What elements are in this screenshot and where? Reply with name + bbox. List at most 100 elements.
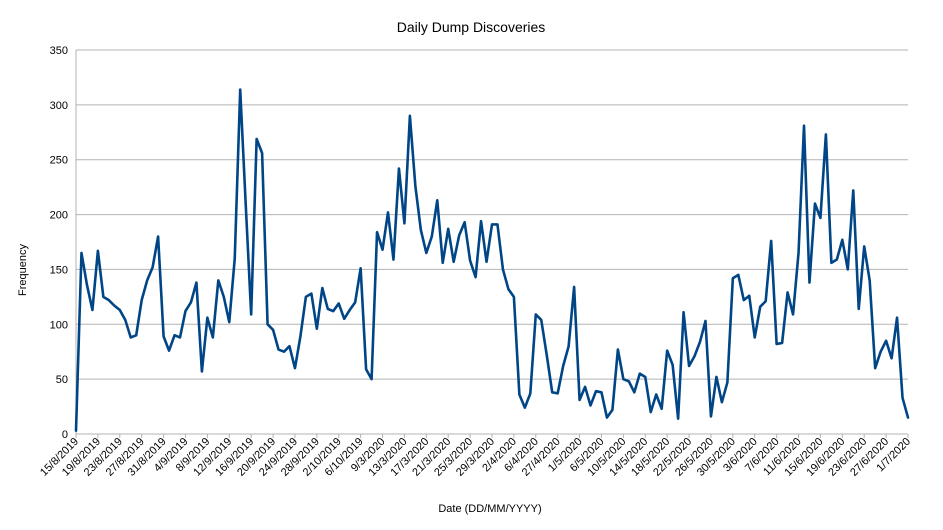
data-point <box>852 189 855 192</box>
data-point <box>124 319 127 322</box>
data-point <box>825 133 828 136</box>
data-point <box>272 328 275 331</box>
y-tick-label: 0 <box>62 429 68 441</box>
data-point <box>463 221 466 224</box>
data-point <box>294 367 297 370</box>
data-point <box>786 291 789 294</box>
data-point <box>190 301 193 304</box>
data-point <box>135 334 138 337</box>
data-point <box>162 335 165 338</box>
data-point <box>496 223 499 226</box>
data-point <box>836 258 839 261</box>
data-point <box>299 335 302 338</box>
data-point <box>611 409 614 412</box>
data-point <box>688 365 691 368</box>
data-point <box>348 309 351 312</box>
x-axis-title: Date (DD/MM/YYYY) <box>438 503 541 515</box>
data-point <box>879 350 882 353</box>
data-point <box>485 260 488 263</box>
y-tick-label: 200 <box>50 210 68 222</box>
data-point <box>108 299 111 302</box>
data-point <box>808 281 811 284</box>
data-point <box>901 396 904 399</box>
data-point <box>742 299 745 302</box>
axes <box>75 50 909 438</box>
data-point <box>759 305 762 308</box>
data-point <box>710 415 713 418</box>
data-point <box>562 365 565 368</box>
data-point <box>398 167 401 170</box>
data-point <box>502 268 505 271</box>
data-point <box>184 310 187 313</box>
data-point <box>217 279 220 282</box>
data-point <box>540 319 543 322</box>
data-point <box>753 336 756 339</box>
data-point <box>682 311 685 314</box>
data-point <box>381 248 384 251</box>
data-point <box>803 124 806 127</box>
data-point <box>387 211 390 214</box>
data-point <box>857 308 860 311</box>
data-point <box>86 283 89 286</box>
data-point <box>491 223 494 226</box>
data-point <box>841 239 844 242</box>
data-point <box>474 276 477 279</box>
data-point <box>266 323 269 326</box>
data-point <box>261 152 264 155</box>
gridlines <box>76 49 908 435</box>
data-point <box>699 341 702 344</box>
data-point <box>157 235 160 238</box>
data-point <box>529 392 532 395</box>
data-point <box>179 336 182 339</box>
data-point <box>441 262 444 265</box>
data-point <box>250 313 253 316</box>
data-point <box>567 345 570 348</box>
data-point <box>518 393 521 396</box>
data-point <box>420 229 423 232</box>
data-point <box>781 342 784 345</box>
data-point <box>201 370 204 373</box>
data-point <box>414 185 417 188</box>
data-point <box>704 320 707 323</box>
series-line <box>74 88 910 433</box>
y-axis-title: Frequency <box>17 244 29 296</box>
y-tick-label: 250 <box>50 155 68 167</box>
data-point <box>885 339 888 342</box>
data-point <box>633 391 636 394</box>
data-point <box>606 416 609 419</box>
data-point <box>617 348 620 351</box>
data-point <box>343 318 346 321</box>
data-point <box>638 372 641 375</box>
data-point <box>118 309 121 312</box>
data-point <box>359 267 362 270</box>
data-point <box>91 309 94 312</box>
data-point <box>151 266 154 269</box>
data-point <box>321 287 324 290</box>
data-point <box>80 252 83 255</box>
data-point <box>797 252 800 255</box>
data-point <box>195 281 198 284</box>
data-point <box>233 257 236 260</box>
y-tick-label: 100 <box>50 319 68 331</box>
data-point <box>212 336 215 339</box>
data-point <box>595 390 598 393</box>
data-point <box>715 376 718 379</box>
data-point <box>228 321 231 324</box>
data-point <box>628 380 631 383</box>
data-point <box>874 367 877 370</box>
data-point <box>890 357 893 360</box>
x-tick-labels: 15/8/201919/8/201923/8/201927/8/201931/8… <box>38 436 913 479</box>
data-point <box>534 313 537 316</box>
data-point <box>524 406 527 409</box>
data-point <box>764 300 767 303</box>
data-point <box>655 393 658 396</box>
y-tick-labels: 0 50 100 150 200 250 300 350 <box>50 45 68 441</box>
y-tick-label: 150 <box>50 264 68 276</box>
data-point <box>113 304 116 307</box>
data-point <box>392 258 395 261</box>
data-point <box>507 288 510 291</box>
data-point <box>868 279 871 282</box>
data-point <box>129 336 132 339</box>
data-point <box>666 349 669 352</box>
